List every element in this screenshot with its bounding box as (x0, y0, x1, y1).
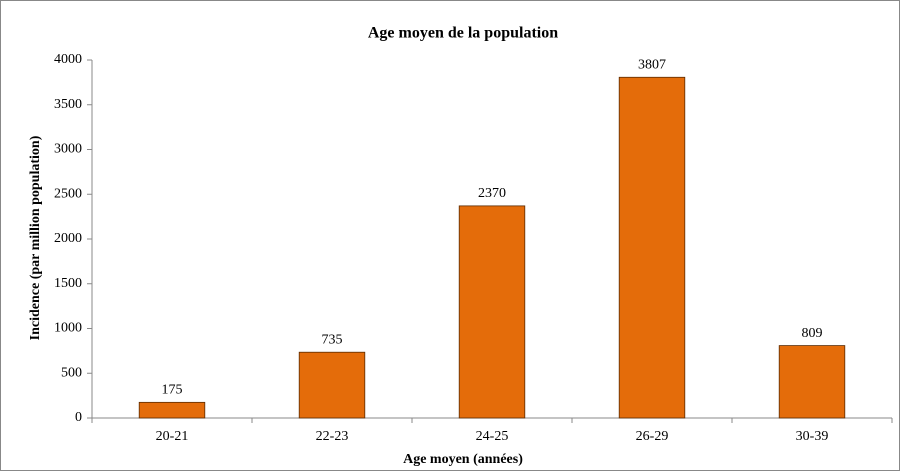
x-tick-label: 26-29 (636, 429, 669, 444)
y-tick-label: 500 (61, 365, 82, 380)
x-tick-label: 24-25 (476, 429, 509, 444)
x-tick-label: 30-39 (796, 429, 829, 444)
x-tick-label: 22-23 (316, 429, 349, 444)
x-axis-label: Age moyen (années) (403, 452, 523, 467)
bar (138, 401, 206, 419)
y-tick-label: 2500 (54, 186, 82, 201)
y-tick-label: 3000 (54, 142, 82, 157)
data-label: 175 (162, 383, 183, 398)
y-tick-label: 4000 (54, 52, 82, 67)
y-tick-label: 2000 (54, 231, 82, 246)
data-label: 809 (802, 326, 823, 341)
y-tick-label: 1500 (54, 276, 82, 291)
y-axis-label: Incidence (par million population) (28, 135, 43, 340)
bar (778, 345, 846, 419)
y-tick-label: 0 (75, 410, 82, 425)
chart-title: Age moyen de la population (368, 25, 558, 42)
data-label: 735 (322, 332, 343, 347)
data-label: 2370 (478, 186, 506, 201)
bar (458, 205, 526, 419)
bar (298, 351, 366, 419)
y-tick-label: 1000 (54, 321, 82, 336)
data-label: 3807 (638, 57, 666, 72)
x-tick-label: 20-21 (156, 429, 189, 444)
y-tick-label: 3500 (54, 97, 82, 112)
bar (618, 76, 686, 419)
